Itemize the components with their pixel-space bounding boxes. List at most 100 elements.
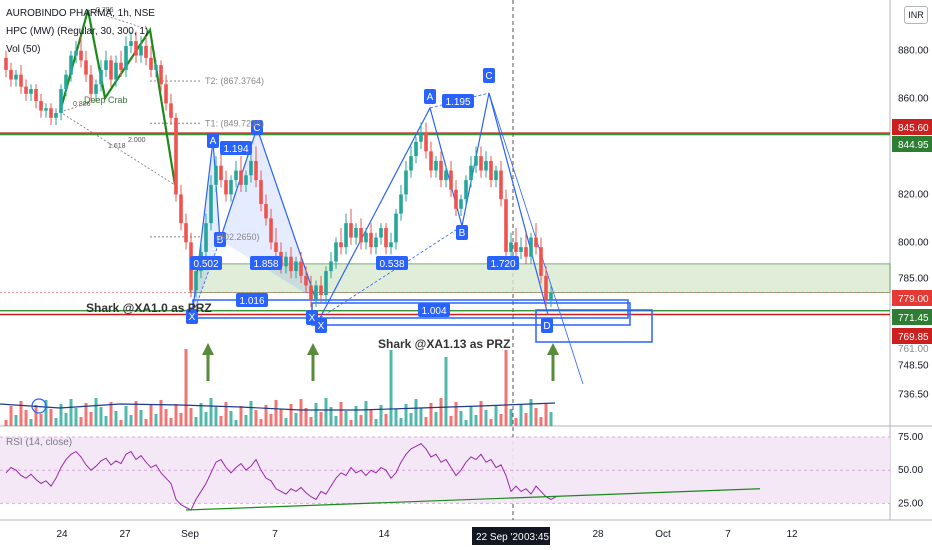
pattern-point-label: D: [543, 321, 550, 332]
target-label: T2: (867.3764): [205, 76, 264, 86]
candle-body: [19, 74, 23, 87]
volume-bar: [474, 415, 478, 426]
volume-bar: [104, 416, 108, 426]
volume-bar: [129, 415, 133, 426]
candle-body: [49, 108, 53, 118]
volume-bar: [529, 399, 533, 426]
candle-body: [484, 160, 488, 171]
ratio-label: 1.194: [223, 144, 248, 155]
rsi-tick: 75.00: [898, 432, 923, 443]
volume-bar: [164, 409, 168, 426]
price-axis-label: 845.60: [898, 123, 929, 134]
candle-body: [159, 65, 163, 85]
ratio-box: [487, 256, 519, 270]
pattern-point-label: X: [189, 312, 196, 323]
ratio-box: [190, 256, 222, 270]
rsi-trendline: [185, 488, 761, 511]
volume-bar: [544, 403, 548, 426]
candle-body: [519, 247, 523, 252]
candle-body: [244, 175, 248, 185]
crab-ratio-label: 2.000: [128, 137, 146, 144]
candle-body: [249, 160, 253, 176]
crab-ratio-label: 0.886: [73, 101, 91, 108]
price-tick: 761.00: [898, 344, 929, 355]
annotation-text: Shark @XA1.0 as PRZ: [86, 301, 212, 315]
volume-bar: [299, 399, 303, 426]
rsi-line: [5, 443, 557, 511]
volume-bar: [89, 412, 93, 426]
pattern-point-marker: [483, 68, 495, 83]
volume-bar: [284, 418, 288, 426]
pattern-point-label: B: [459, 228, 466, 239]
candle-body: [354, 227, 358, 238]
rsi-indicator-label[interactable]: RSI (14, close): [6, 437, 73, 448]
volume-bar: [79, 417, 83, 426]
candle-body: [529, 237, 533, 257]
volume-bar: [399, 418, 403, 426]
volume-bar: [59, 404, 63, 426]
volume-bar: [434, 412, 438, 426]
price-axis-label-box: [892, 309, 932, 325]
candle-body: [439, 160, 443, 181]
candle-body: [409, 156, 413, 171]
volume-bar: [489, 419, 493, 426]
up-arrow-icon: [202, 343, 214, 355]
candle-body: [24, 86, 28, 94]
volume-bar: [24, 410, 28, 426]
volume-bar: [404, 404, 408, 426]
candle-body: [274, 242, 278, 252]
volume-bar: [524, 413, 528, 426]
volume-bar: [479, 401, 483, 426]
volume-bar: [39, 414, 43, 426]
shark1-xb-leg: [191, 239, 221, 318]
candle-body: [239, 170, 243, 185]
candle-body: [394, 213, 398, 243]
date-tick: 12: [786, 529, 798, 540]
price-tick: 800.00: [898, 237, 929, 248]
price-axis-label: 769.85: [898, 332, 929, 343]
volume-bar: [4, 420, 8, 426]
volume-bar: [424, 417, 428, 426]
volume-bar: [419, 408, 423, 426]
candle-body: [84, 60, 88, 75]
candle-body: [59, 89, 63, 114]
volume-bar: [159, 400, 163, 426]
volume-bar: [549, 412, 553, 426]
ratio-box: [442, 94, 474, 108]
candle-body: [349, 223, 353, 238]
candle-body: [264, 204, 268, 219]
volume-indicator-label[interactable]: Vol (50): [6, 44, 41, 55]
candle-body: [109, 60, 113, 80]
candle-body: [44, 108, 48, 111]
hpc-indicator-label[interactable]: HPC (MW) (Regular, 30, 300, 1): [6, 26, 149, 37]
currency-button[interactable]: INR: [904, 6, 928, 24]
date-tick: 28: [592, 529, 604, 540]
ratio-label: 1.195: [445, 97, 470, 108]
candle-body: [449, 170, 453, 190]
volume-bar: [99, 407, 103, 426]
pattern-point-label: C: [253, 123, 260, 134]
candle-body: [89, 74, 93, 94]
candle-body: [154, 65, 158, 70]
volume-bar: [134, 401, 138, 426]
volume-bar: [14, 415, 18, 426]
ratio-label: 1.004: [421, 306, 446, 317]
volume-bar: [429, 403, 433, 426]
crab-ratio-label: 0.786: [96, 7, 114, 14]
volume-bar: [294, 413, 298, 426]
candle-body: [494, 170, 498, 181]
volume-bar: [539, 417, 543, 426]
prz-box-3: [535, 309, 653, 343]
volume-bar: [279, 409, 283, 426]
volume-bar: [179, 413, 183, 426]
candle-body: [424, 132, 428, 152]
volume-bar: [204, 412, 208, 426]
candle-body: [284, 256, 288, 267]
candle-body: [204, 223, 208, 252]
ratio-label: 1.858: [253, 259, 278, 270]
candle-body: [504, 199, 508, 252]
candle-body: [119, 62, 123, 70]
candle-body: [99, 69, 103, 85]
